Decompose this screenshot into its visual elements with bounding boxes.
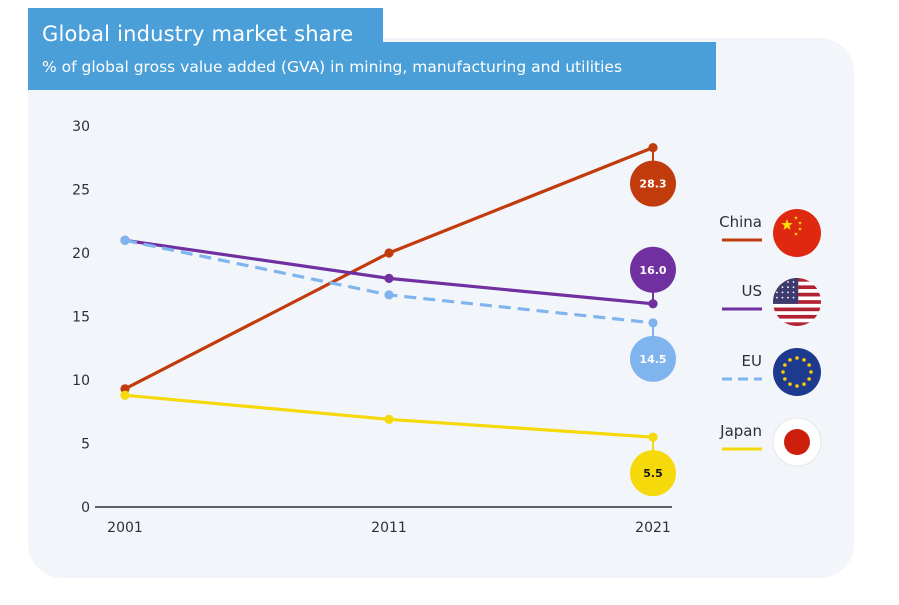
legend-label-japan: Japan xyxy=(719,422,762,440)
data-point-us xyxy=(384,273,394,283)
eu-flag-icon xyxy=(773,348,821,396)
y-tick-label: 0 xyxy=(81,500,90,516)
data-point-japan xyxy=(120,390,130,400)
series-line-china xyxy=(124,146,654,391)
japan-flag-icon xyxy=(772,417,822,467)
y-tick-label: 15 xyxy=(72,310,90,326)
data-point-china xyxy=(120,384,130,394)
china-flag-icon xyxy=(773,209,821,257)
data-label-eu: 14.5 xyxy=(639,353,666,366)
data-label-japan: 5.5 xyxy=(643,467,663,480)
subtitle-banner xyxy=(28,42,716,90)
chart-card xyxy=(28,38,854,578)
data-point-china xyxy=(384,248,394,258)
value-bubble xyxy=(630,450,676,497)
y-tick-label: 10 xyxy=(72,373,90,389)
value-bubble xyxy=(630,335,676,382)
chart-subtitle: % of global gross value added (GVA) in m… xyxy=(42,58,623,76)
data-point-japan xyxy=(384,414,394,424)
data-label-china: 28.3 xyxy=(639,178,666,191)
y-tick-label: 5 xyxy=(81,437,90,453)
data-label-us: 16.0 xyxy=(639,264,666,277)
y-tick-label: 25 xyxy=(72,183,90,199)
legend-label-eu: EU xyxy=(742,352,762,370)
x-tick-label: 2001 xyxy=(107,520,143,536)
x-tick-label: 2021 xyxy=(635,520,671,536)
value-bubble xyxy=(630,160,676,207)
data-point-eu xyxy=(120,235,130,245)
legend-label-us: US xyxy=(741,282,762,300)
us-flag-icon xyxy=(773,278,821,326)
data-point-eu xyxy=(384,290,394,300)
value-bubble xyxy=(630,246,676,293)
chart-title: Global industry market share xyxy=(42,22,354,46)
y-tick-label: 30 xyxy=(72,119,90,135)
legend-label-china: China xyxy=(719,213,762,231)
y-tick-label: 20 xyxy=(72,246,90,262)
x-tick-label: 2011 xyxy=(371,520,407,536)
